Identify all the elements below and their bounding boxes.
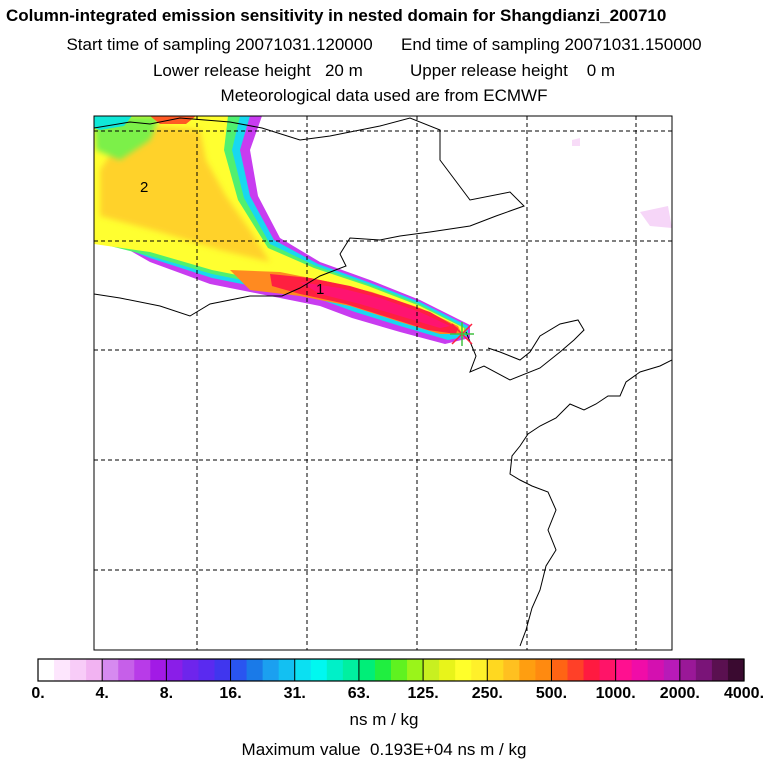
colorbar-cell (310, 659, 328, 681)
colorbar-cell (182, 659, 200, 681)
colorbar-cell (118, 659, 135, 681)
colorbar-cell (358, 659, 376, 681)
max-value-text: Maximum value 0.193E+04 ns m / kg (241, 740, 527, 759)
colorbar-tick-label: 0. (31, 685, 45, 702)
colorbar-cell (439, 659, 456, 681)
sampling-times: Start time of sampling 20071031.120000 E… (0, 35, 768, 55)
colorbar-tick-label: 8. (159, 685, 174, 702)
colorbar-cell (391, 659, 408, 681)
colorbar-cell (262, 659, 280, 681)
end-time: End time of sampling 20071031.150000 (401, 35, 702, 54)
trajectory-label-1: 1 (316, 281, 324, 298)
colorbar-tick-label: 500. (535, 685, 568, 702)
colorbar-tick-label: 16. (219, 685, 242, 702)
colorbar-cell (599, 659, 617, 681)
met-data-source: Meteorological data used are from ECMWF (220, 86, 548, 105)
colorbar-cell (583, 659, 601, 681)
colorbar-frame (37, 658, 745, 682)
colorbar-cell (86, 659, 103, 681)
colorbar-cell (407, 659, 424, 681)
colorbar-cell (423, 659, 440, 681)
colorbar-cell (615, 659, 633, 681)
colorbar-tick-label: 4. (95, 685, 109, 702)
colorbar-cell (134, 659, 151, 681)
coastlines (94, 117, 672, 647)
lower-release-height: Lower release height 20 m (152, 61, 363, 80)
lat-lon-grid (94, 116, 672, 650)
colorbar-tick-label: 31. (283, 685, 306, 702)
faint-spot-east-2 (572, 138, 580, 146)
colorbar-cell (166, 659, 184, 681)
colorbar-cell (38, 659, 55, 681)
colorbar-cell (647, 659, 665, 681)
map-title: Column-integrated emission sensitivity i… (6, 6, 667, 25)
colorbar-cell (631, 659, 649, 681)
start-time: Start time of sampling 20071031.120000 (66, 35, 373, 54)
colorbar-cell (102, 659, 119, 681)
trajectory-label-2: 2 (140, 179, 148, 196)
colorbar-cell (519, 659, 537, 681)
colorbar-cell (54, 659, 71, 681)
colorbar-dividers (101, 659, 681, 681)
release-point-x-icon (450, 322, 474, 346)
faint-spot-east (640, 206, 672, 228)
coastline-east (509, 359, 672, 647)
colorbar-cell (230, 659, 248, 681)
colorbar-cell (695, 659, 713, 681)
colorbar-cells (38, 659, 745, 681)
colorbar-tick-label: 4000. (723, 685, 765, 702)
upper-release-height: Upper release height 0 m (409, 61, 616, 80)
plume-body-orange (100, 126, 270, 262)
coastline-north (94, 117, 525, 317)
colorbar-cell (503, 659, 520, 681)
colorbar-cell (567, 659, 585, 681)
colorbar-cell (663, 659, 681, 681)
colorbar-cell (455, 659, 472, 681)
colorbar-cell (342, 659, 360, 681)
colorbar-cell (278, 659, 296, 681)
colorbar-cell (294, 659, 312, 681)
colorbar-cell (679, 659, 697, 681)
colorbar-cell (214, 659, 232, 681)
colorbar-tick-label: 250. (471, 685, 503, 702)
colorbar-cell (535, 659, 553, 681)
colorbar-cell (198, 659, 216, 681)
plume-core-pink (300, 282, 450, 328)
colorbar-cell (487, 659, 504, 681)
colorbar-cell (551, 659, 569, 681)
colorbar-cell (471, 659, 488, 681)
colorbar-cell (70, 659, 87, 681)
colorbar-cell (246, 659, 264, 681)
plume-field (94, 116, 672, 344)
colorbar-cell (326, 659, 344, 681)
coastline-bohai (465, 319, 585, 381)
map-frame (93, 115, 673, 651)
colorbar-cell (374, 659, 392, 681)
colorbar-cell (727, 659, 745, 681)
colorbar-tick-label: 2000. (659, 685, 700, 702)
release-heights: Lower release height 20 m Upper release … (0, 61, 768, 81)
colorbar-cell (150, 659, 167, 681)
colorbar-units: ns m / kg (349, 710, 419, 729)
colorbar-tick-label: 63. (347, 685, 371, 702)
colorbar-cell (711, 659, 729, 681)
colorbar-tick-label: 125. (407, 685, 439, 702)
colorbar-tick-label: 1000. (595, 685, 636, 702)
